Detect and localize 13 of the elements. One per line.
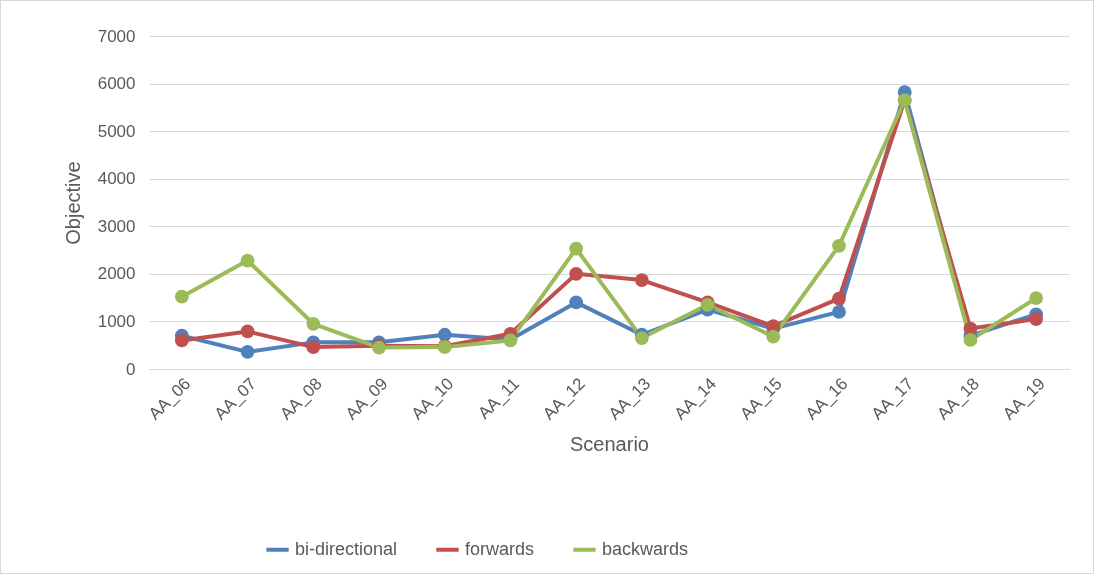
y-tick-label: 5000 — [97, 121, 136, 141]
y-tick-label: 4000 — [97, 169, 136, 189]
legend-label: backwards — [602, 538, 689, 559]
y-tick-label: 7000 — [97, 26, 136, 46]
y-tick-label: 6000 — [97, 74, 136, 94]
y-tick-label: 3000 — [97, 216, 136, 236]
legend-label: bi-directional — [295, 538, 398, 559]
y-axis-title: Objective — [61, 161, 84, 245]
y-tick-label: 0 — [126, 359, 136, 379]
legend-label: forwards — [465, 538, 535, 559]
y-tick-label: 1000 — [97, 311, 136, 331]
x-axis-title: Scenario — [570, 432, 649, 455]
y-tick-label: 2000 — [97, 264, 136, 284]
